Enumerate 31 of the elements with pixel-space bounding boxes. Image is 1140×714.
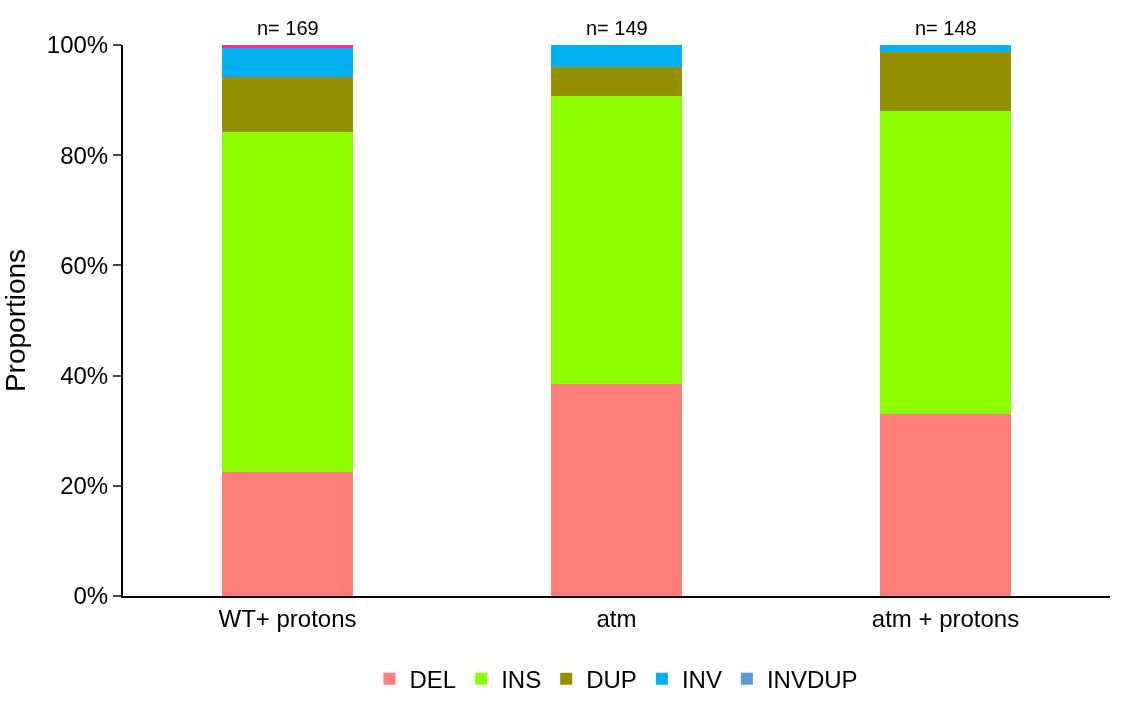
bar xyxy=(221,76,354,132)
legend-label: INVDUP xyxy=(766,666,858,694)
bar xyxy=(550,384,683,596)
y-axis-title: Proportions xyxy=(0,248,31,393)
y-tick-label: 100% xyxy=(46,31,109,59)
y-tick-label: 60% xyxy=(60,251,109,279)
bar xyxy=(550,96,683,385)
bar xyxy=(879,111,1012,414)
bar xyxy=(221,131,354,473)
bar xyxy=(221,48,354,77)
y-tick-label: 0% xyxy=(73,582,109,610)
bar xyxy=(221,45,354,49)
legend-label: INS xyxy=(501,666,542,694)
y-tick-label: 20% xyxy=(60,472,109,500)
y-tick-label: 40% xyxy=(60,362,109,389)
x-tick-label: atm xyxy=(596,604,637,632)
y-tick-label: 80% xyxy=(60,141,109,169)
bar xyxy=(879,413,1012,596)
bar xyxy=(879,45,1012,52)
bar xyxy=(550,45,683,68)
legend-label: DUP xyxy=(586,666,637,694)
annotation: n= 148 xyxy=(915,17,977,39)
bar xyxy=(879,51,1012,112)
annotation: n= 169 xyxy=(257,17,319,39)
x-tick-label: WT+ protons xyxy=(218,604,357,632)
bar xyxy=(221,472,354,596)
legend-label: INV xyxy=(681,666,722,694)
legend-label: DEL xyxy=(409,666,457,694)
x-tick-label: atm + protons xyxy=(871,604,1020,632)
bar xyxy=(550,67,683,97)
annotation: n= 149 xyxy=(586,17,648,39)
